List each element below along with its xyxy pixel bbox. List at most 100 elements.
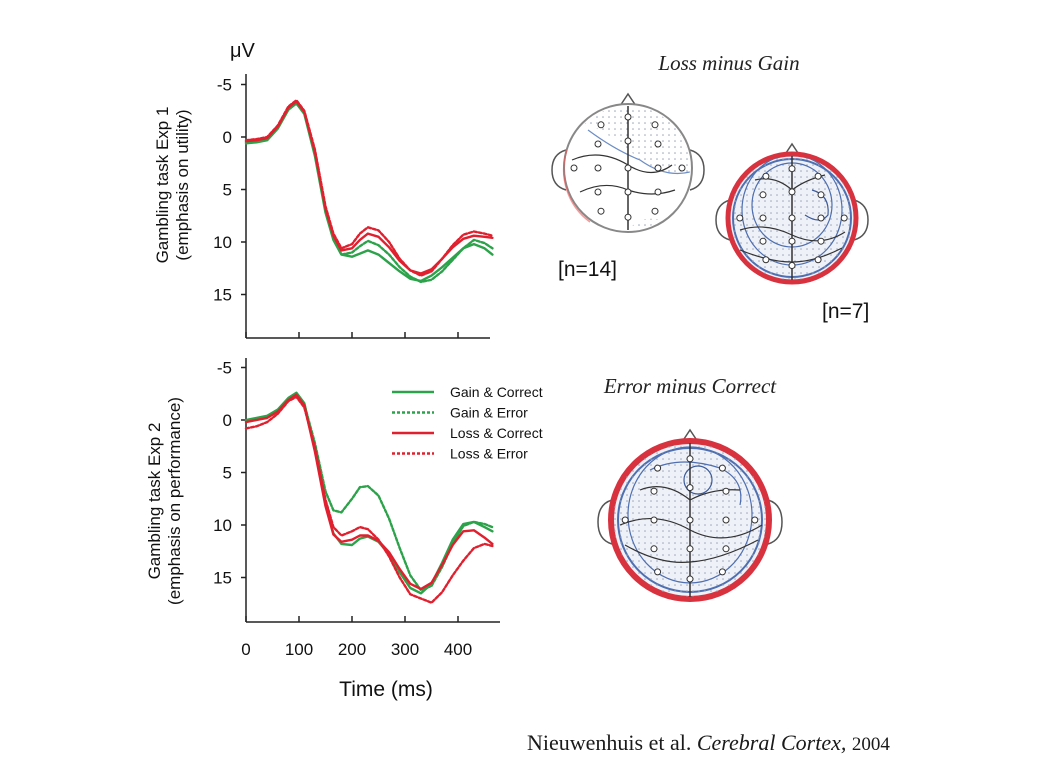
legend-label: Loss & Error [450, 446, 528, 462]
electrode-marker [722, 545, 730, 553]
topomap-head-n7 [715, 142, 869, 285]
electrode-marker [624, 137, 632, 145]
ear-icon [689, 149, 705, 191]
electrode-marker [686, 575, 694, 583]
x-tick-label: 100 [285, 640, 313, 659]
series-group [244, 99, 494, 284]
sample-size-label-n14: [n=14] [558, 258, 617, 281]
citation: Nieuwenhuis et al. Cerebral Cortex, 2004 [527, 730, 890, 756]
electrode-marker [678, 164, 686, 172]
ear-icon [551, 149, 567, 191]
ear-icon [715, 199, 731, 241]
y-tick-label: 5 [223, 181, 232, 200]
electrode-marker [814, 256, 822, 264]
citation-authors: Nieuwenhuis et al. [527, 730, 692, 755]
electrode-marker [651, 207, 659, 215]
y-axis-label-line2: (emphasis on performance) [165, 397, 184, 605]
electrode-marker [651, 121, 659, 129]
topomap-title-error-minus-correct: Error minus Correct [603, 374, 777, 398]
y-tick-label: 0 [223, 128, 232, 147]
electrode-marker [788, 188, 796, 196]
electrode-marker [624, 188, 632, 196]
electrode-marker [624, 164, 632, 172]
electrode-marker [654, 568, 662, 576]
x-tick-label: 200 [338, 640, 366, 659]
electrode-marker [817, 191, 825, 199]
electrode-marker [722, 487, 730, 495]
erp-plot-exp1: μV Gambling task Exp 1 (emphasis on util… [153, 40, 494, 339]
y-tick-label: 15 [213, 569, 232, 588]
electrode-marker [751, 516, 759, 524]
y-tick-label: 0 [223, 411, 232, 430]
electrode-marker [594, 188, 602, 196]
electrode-marker [817, 214, 825, 222]
legend-label: Gain & Error [450, 405, 528, 421]
ear-icon [767, 499, 783, 545]
electrode-marker [594, 140, 602, 148]
series-line-gain-correct [244, 102, 494, 283]
series-line-gain-correct [244, 391, 494, 595]
electrode-marker [624, 213, 632, 221]
electrode-marker [624, 113, 632, 121]
electrode-marker [654, 464, 662, 472]
series-line-loss-correct [244, 100, 494, 275]
y-tick-label: 5 [223, 464, 232, 483]
electrode-marker [840, 214, 848, 222]
electrode-marker [718, 568, 726, 576]
x-tick-label: 300 [391, 640, 419, 659]
electrode-marker [654, 164, 662, 172]
y-axis-label-line1: Gambling task Exp 2 [145, 423, 164, 580]
nose-icon [681, 428, 699, 443]
series-group [244, 391, 494, 604]
electrode-marker [570, 164, 578, 172]
electrode-marker [597, 121, 605, 129]
y-unit-label: μV [230, 40, 256, 62]
sample-size-label-n7: [n=7] [822, 300, 869, 323]
series-line-gain-error [244, 392, 494, 592]
electrode-marker [788, 214, 796, 222]
legend-label: Loss & Correct [450, 425, 543, 441]
y-tick-label: 15 [213, 286, 232, 305]
x-axis-label: Time (ms) [339, 678, 433, 701]
citation-journal: Cerebral Cortex, [696, 730, 847, 755]
x-tick-label: 0 [241, 640, 250, 659]
electrode-marker [759, 237, 767, 245]
electrode-marker [686, 516, 694, 524]
erp-plot-exp2: Gambling task Exp 2 (emphasis on perform… [145, 358, 543, 701]
electrode-marker [597, 207, 605, 215]
y-axis-label-line1: Gambling task Exp 1 [153, 107, 172, 264]
series-line-loss-error [244, 395, 494, 604]
electrode-marker [650, 487, 658, 495]
electrode-marker [762, 256, 770, 264]
electrode-marker [718, 464, 726, 472]
electrode-marker [686, 545, 694, 553]
electrode-marker [817, 237, 825, 245]
y-tick-label: 10 [213, 233, 232, 252]
legend-label: Gain & Correct [450, 384, 543, 400]
ear-icon [853, 199, 869, 241]
citation-year: 2004 [851, 734, 890, 755]
electrode-markers [736, 165, 848, 270]
x-tick-label: 400 [444, 640, 472, 659]
electrode-marker [686, 455, 694, 463]
ear-icon [597, 499, 613, 545]
y-tick-label: -5 [217, 359, 232, 378]
electrode-markers [570, 113, 686, 221]
y-axis-label-line2: (emphasis on utility) [173, 109, 192, 260]
electrode-marker [759, 191, 767, 199]
topomap-head-n14 [551, 92, 705, 233]
electrode-marker [654, 188, 662, 196]
axis-ticks: -5 0 5 10 15 0 100 200 300 400 [213, 359, 472, 660]
series-line-loss-correct [244, 393, 494, 591]
electrode-marker [621, 516, 629, 524]
electrode-marker [788, 262, 796, 270]
topomap-title-loss-minus-gain: Loss minus Gain [657, 51, 799, 75]
electrode-marker [759, 214, 767, 222]
electrode-markers [621, 455, 759, 583]
electrode-marker [654, 140, 662, 148]
electrode-marker [594, 164, 602, 172]
electrode-marker [650, 516, 658, 524]
topomap-head-error-correct [597, 428, 783, 602]
electrode-marker [788, 237, 796, 245]
